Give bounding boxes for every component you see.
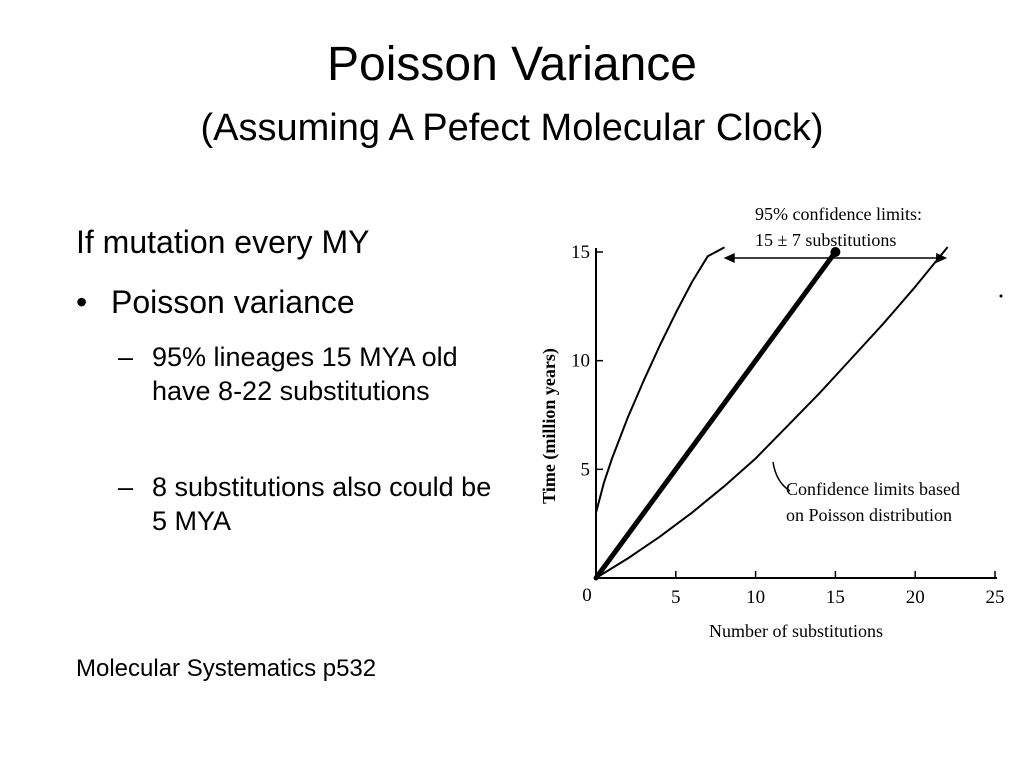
slide-subtitle: (Assuming A Pefect Molecular Clock) <box>200 107 824 149</box>
annotation-leader <box>772 461 791 492</box>
x-tick-label: 15 <box>826 587 845 608</box>
series-line-1 <box>595 246 725 514</box>
source-citation: Molecular Systematics p532 <box>76 655 377 682</box>
chart-ticks: 5 10 15 20 25 5 10 15 0 Number of substitutions Ti… <box>539 242 1005 641</box>
sub-bullet-text: 8 substitutions also could be 5 MYA <box>152 472 492 536</box>
y-tick-label: 5 <box>581 459 591 480</box>
y-axis-label: Time (million years) <box>539 348 560 504</box>
sub-bullet-text: 95% lineages 15 MYA old have 8-22 substi… <box>152 342 458 406</box>
sub-bullet-marker: – <box>118 472 134 502</box>
chart-axes <box>595 248 997 579</box>
sub-bullet-marker: – <box>118 342 134 372</box>
x-tick-label: 20 <box>906 587 925 608</box>
x-tick-label: 10 <box>746 587 765 608</box>
chart-annotations: 95% confidence limits: 15 ± 7 substitutio… <box>723 204 1003 525</box>
x-tick-label: 5 <box>671 587 681 608</box>
annotation-line: 15 ± 7 substitutions <box>755 230 896 250</box>
x-tick-label: 25 <box>986 587 1005 608</box>
x-axis-label: Number of substitutions <box>709 621 883 641</box>
stray-dot <box>999 294 1003 298</box>
series-line-0 <box>593 249 838 581</box>
y-tick-label: 10 <box>571 351 590 372</box>
intro-text: If mutation every MY <box>76 224 370 260</box>
bullet-marker: • <box>76 284 88 320</box>
bullet-text: Poisson variance <box>111 284 355 320</box>
chart-series <box>593 246 949 581</box>
series-line-2 <box>595 246 949 579</box>
annotation-line: on Poisson distribution <box>786 505 952 525</box>
slide-title: Poisson Variance <box>327 38 697 91</box>
arrowhead-left <box>723 253 735 263</box>
arrowhead-right <box>936 253 948 263</box>
annotation-line: Confidence limits based <box>786 479 960 499</box>
origin-label: 0 <box>582 585 592 606</box>
y-tick-label: 15 <box>571 242 590 263</box>
annotation-line: 95% confidence limits: <box>755 204 922 224</box>
data-point <box>830 247 841 257</box>
